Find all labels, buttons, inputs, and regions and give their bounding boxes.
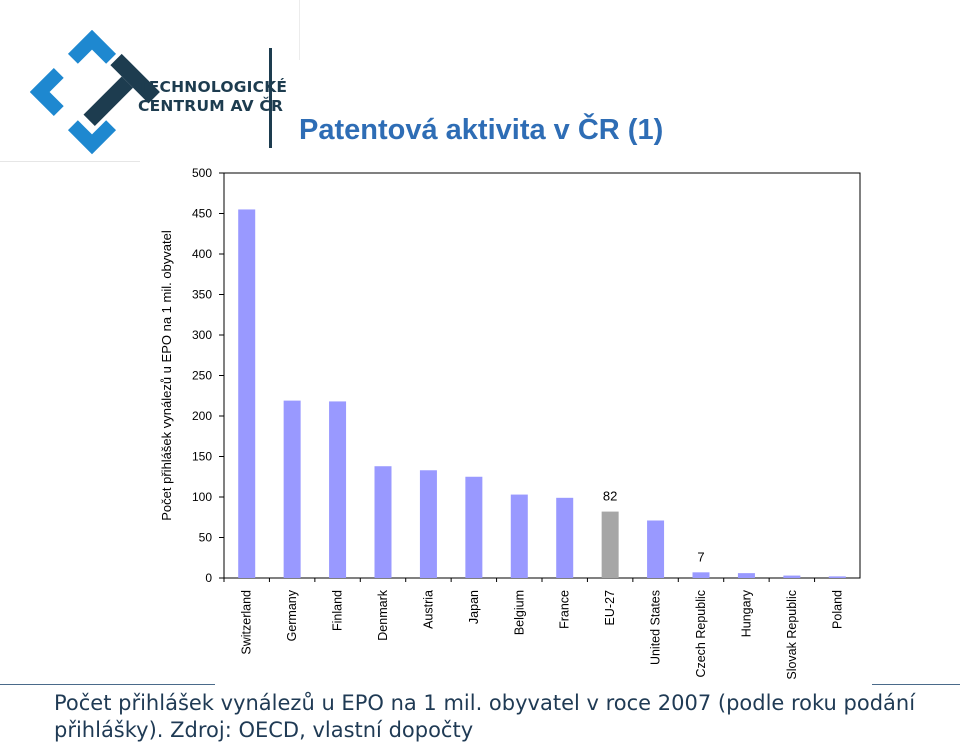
bar-hungary: [737, 573, 755, 578]
x-tick-label: Slovak Republic: [785, 590, 799, 680]
x-tick-label: United States: [649, 590, 663, 665]
x-tick-label: Poland: [830, 590, 844, 629]
y-tick-label: 0: [205, 571, 212, 585]
x-tick-label: Belgium: [512, 590, 526, 635]
plot-frame: [223, 172, 861, 579]
x-tick-label: Austria: [421, 590, 435, 629]
logo-text: TECHNOLOGICKÉ CENTRUM AV ČR: [138, 78, 287, 116]
x-tick-label: Czech Republic: [694, 590, 708, 678]
y-tick-label: 350: [192, 288, 212, 302]
bar-chart: 0 50 100 150 200 250 300 350 400 450 500 Počet přih…: [159, 166, 861, 680]
bar-finland: [329, 401, 347, 578]
bar-japan: [465, 476, 483, 578]
y-tick-label: 300: [192, 328, 212, 342]
x-tick-label: Finland: [331, 590, 345, 631]
bar-czech-republic: [692, 572, 710, 578]
y-tick-label: 450: [192, 207, 212, 221]
bar-slovak-republic: [783, 575, 801, 578]
decor-line: [0, 161, 140, 162]
bar-denmark: [374, 466, 392, 578]
decor-line-vertical: [299, 0, 300, 60]
logo-line-1: TECHNOLOGICKÉ: [138, 78, 288, 96]
bar-belgium: [510, 494, 528, 578]
data-label: 7: [697, 549, 704, 564]
x-tick-label: France: [558, 590, 572, 629]
bar-eu-27: [601, 511, 619, 578]
y-tick-label: 150: [192, 450, 212, 464]
y-tick-label: 500: [192, 166, 212, 180]
bar-united-states: [647, 520, 665, 578]
caption-rule-right: [872, 684, 960, 685]
chart-caption: Počet přihlášek vynálezů u EPO na 1 mil.…: [54, 691, 916, 742]
y-axis-title: Počet přihlášek vynálezů u EPO na 1 mil.…: [159, 230, 174, 521]
y-tick-label: 100: [192, 490, 212, 504]
y-tick-label: 400: [192, 247, 212, 261]
x-tick-label: EU-27: [603, 590, 617, 625]
data-label: 82: [603, 489, 617, 504]
y-tick-label: 250: [192, 369, 212, 383]
bar-germany: [283, 400, 301, 578]
bar-switzerland: [238, 209, 256, 578]
logo-mark-icon: [29, 29, 160, 155]
caption-rule-left: [0, 684, 215, 685]
header-divider: [269, 48, 272, 148]
page-title: Patentová aktivita v ČR (1): [299, 114, 664, 146]
bar-poland: [828, 576, 846, 578]
x-tick-label: Germany: [285, 589, 299, 641]
x-tick-label: Switzerland: [240, 590, 254, 655]
logo-line-2: CENTRUM AV ČR: [138, 97, 284, 115]
bar-austria: [419, 470, 437, 578]
x-tick-label: Japan: [467, 590, 481, 624]
y-tick-label: 50: [199, 531, 213, 545]
logo: [29, 29, 260, 170]
x-tick-label: Hungary: [739, 589, 753, 637]
bar-france: [556, 497, 574, 578]
y-tick-label: 200: [192, 409, 212, 423]
x-tick-label: Denmark: [376, 589, 390, 640]
